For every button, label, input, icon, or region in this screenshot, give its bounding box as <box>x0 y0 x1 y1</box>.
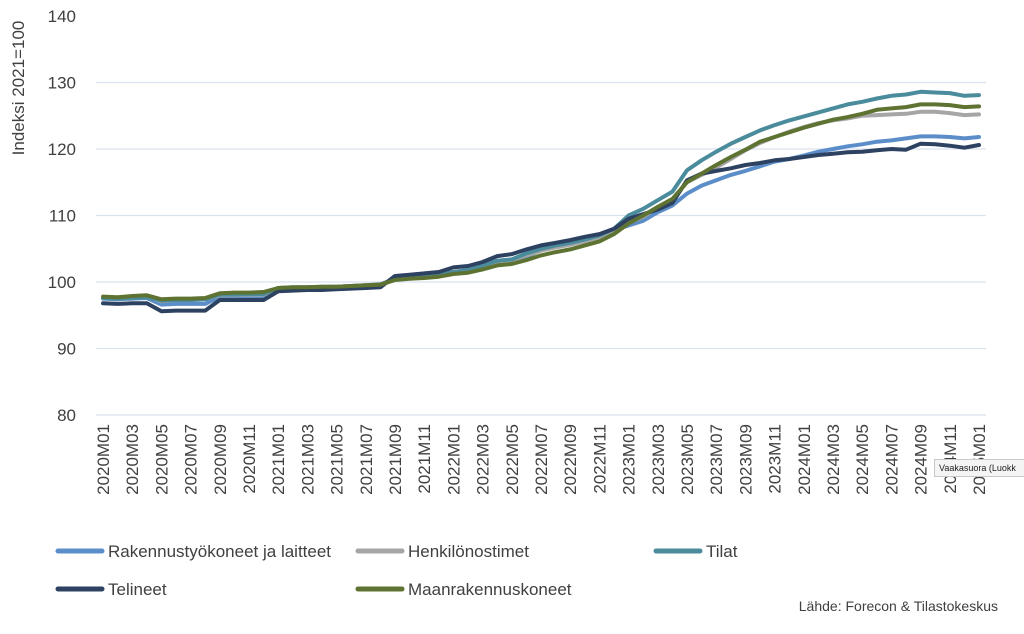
series-line <box>101 109 981 304</box>
y-tick-label: 130 <box>48 74 76 93</box>
x-tick-label: 2022M11 <box>590 424 609 494</box>
y-tick-label: 90 <box>57 340 76 359</box>
y-tick-label: 100 <box>48 273 76 292</box>
x-tick-label: 2022M03 <box>474 424 493 495</box>
y-axis-title: Indeksi 2021=100 <box>9 21 28 156</box>
legend-label: Telineet <box>108 580 167 599</box>
x-tick-label: 2021M09 <box>386 424 405 495</box>
series-lines <box>101 89 981 314</box>
x-tick-label: 2022M01 <box>444 424 463 495</box>
series-line <box>101 89 981 303</box>
legend-label: Henkilönostimet <box>408 542 529 561</box>
y-tick-label: 120 <box>48 140 76 159</box>
x-tick-label: 2021M01 <box>269 424 288 495</box>
x-tick-label: 2021M05 <box>328 424 347 495</box>
x-tick-label: 2020M05 <box>152 424 171 495</box>
y-tick-label: 140 <box>48 7 76 26</box>
legend-label: Maanrakennuskoneet <box>408 580 572 599</box>
x-tick-label: 2022M05 <box>503 424 522 495</box>
x-tick-label: 2020M07 <box>182 424 201 495</box>
x-tick-label: 2021M07 <box>357 424 376 495</box>
x-tick-label: 2023M01 <box>620 424 639 495</box>
x-tick-label: 2021M03 <box>298 424 317 495</box>
x-tick-label: 2024M03 <box>824 424 843 495</box>
x-tick-label: 2024M01 <box>795 424 814 495</box>
legend-label: Rakennustyökoneet ja laitteet <box>108 542 331 561</box>
x-axis-ticks: 2020M01 2020M03 2020M05 2020M07 2020M09 2020M… <box>94 424 989 495</box>
x-tick-label: 2022M09 <box>561 424 580 495</box>
x-tick-label: 2020M03 <box>123 424 142 495</box>
x-tick-label: 2024M05 <box>853 424 872 495</box>
legend: Rakennustyökoneet ja laitteet Henkilönost… <box>55 542 738 599</box>
x-tick-label: 2021M11 <box>415 424 434 494</box>
legend-label: Tilat <box>706 542 738 561</box>
x-tick-label: 2023M09 <box>736 424 755 495</box>
y-tick-label: 110 <box>49 207 76 226</box>
x-tick-label: 2020M01 <box>94 424 113 495</box>
hover-tooltip: Vaakasuora (Luokk <box>934 459 1024 477</box>
x-tick-label: 2023M11 <box>766 424 785 494</box>
gridlines <box>96 81 986 416</box>
x-tick-label: 2024M07 <box>882 424 901 495</box>
y-axis-ticks: 80 90 100 110 120 130 140 <box>48 7 76 425</box>
x-tick-label: 2020M09 <box>211 424 230 495</box>
source-note: Lähde: Forecon & Tilastokeskus <box>799 598 998 614</box>
series-line <box>101 102 981 302</box>
x-tick-label: 2023M05 <box>678 424 697 495</box>
x-tick-label: 2024M09 <box>912 424 931 495</box>
x-tick-label: 2020M11 <box>240 424 259 494</box>
x-tick-label: 2023M07 <box>707 424 726 495</box>
series-line <box>101 134 981 307</box>
series-line <box>101 141 981 314</box>
y-tick-label: 80 <box>57 406 76 425</box>
x-tick-label: 2022M07 <box>532 424 551 495</box>
x-tick-label: 2023M03 <box>649 424 668 495</box>
